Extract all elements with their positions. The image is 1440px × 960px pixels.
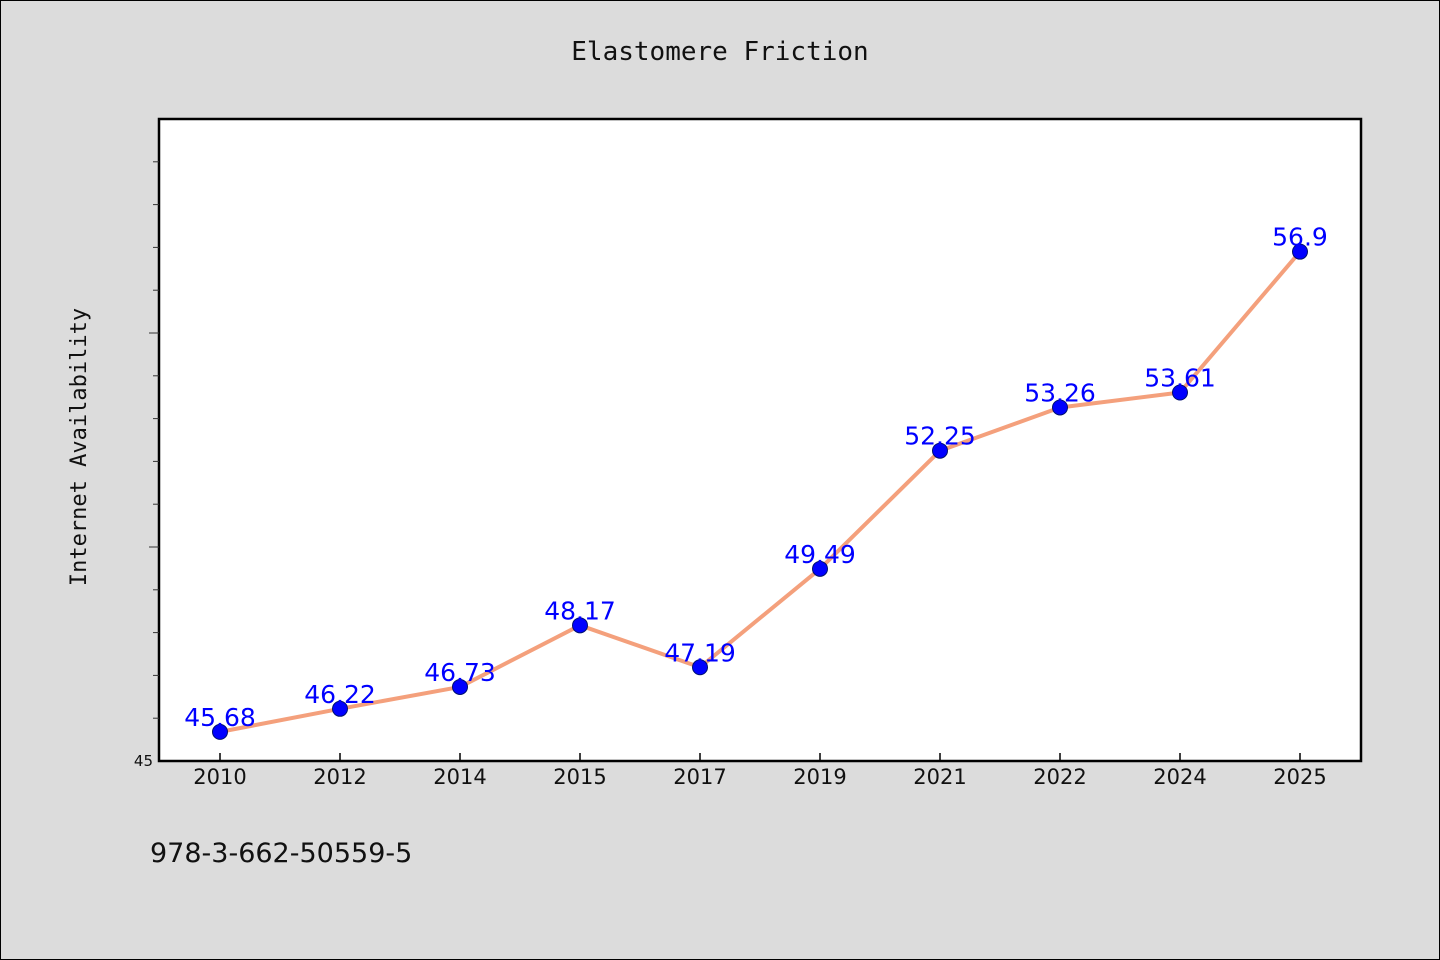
data-point <box>332 700 348 717</box>
data-point <box>812 560 828 577</box>
chart-title: Elastomere Friction <box>571 37 868 67</box>
x-tick-label: 2021 <box>913 765 966 789</box>
x-tick-label: 2014 <box>433 765 486 789</box>
data-point <box>572 617 588 634</box>
x-tick-label: 2010 <box>193 765 246 789</box>
x-tick-label: 2012 <box>313 765 366 789</box>
data-point <box>692 659 708 676</box>
data-label: 52.25 <box>904 422 976 451</box>
x-tick-label: 2024 <box>1153 765 1206 789</box>
data-label: 49.49 <box>784 540 856 569</box>
data-point <box>932 442 948 459</box>
data-point <box>1172 384 1188 401</box>
data-label: 46.73 <box>424 658 496 687</box>
data-label: 46.22 <box>304 680 376 709</box>
x-tick-label: 2019 <box>793 765 846 789</box>
series-line <box>219 250 1302 734</box>
data-label: 47.19 <box>664 638 736 667</box>
footer-isbn: 978-3-662-50559-5 <box>150 838 412 869</box>
data-label: 53.61 <box>1144 363 1216 392</box>
plot-area <box>157 117 1363 763</box>
data-point <box>1052 399 1068 416</box>
y-tick-label: 45 <box>134 752 153 770</box>
data-point <box>1292 243 1308 260</box>
data-point <box>452 678 468 695</box>
data-label: 48.17 <box>544 596 616 625</box>
x-tick-label: 2022 <box>1033 765 1086 789</box>
x-axis-ticks: 2010 2012 2014 2015 2017 2019 2021 2022 2024 2025 <box>193 753 1327 789</box>
data-series: 45.68 46.22 46.73 48.17 47.19 49.49 52.25 53.26… <box>184 223 1328 740</box>
data-label: 45.68 <box>184 703 256 732</box>
x-tick-label: 2017 <box>673 765 726 789</box>
y-axis-ticks: 45 <box>134 161 159 770</box>
data-point <box>212 723 228 740</box>
data-label: 56.9 <box>1272 223 1328 252</box>
x-tick-label: 2015 <box>553 765 606 789</box>
y-axis-label: Internet Availability <box>67 308 92 586</box>
data-label: 53.26 <box>1024 378 1096 407</box>
x-tick-label: 2025 <box>1273 765 1326 789</box>
